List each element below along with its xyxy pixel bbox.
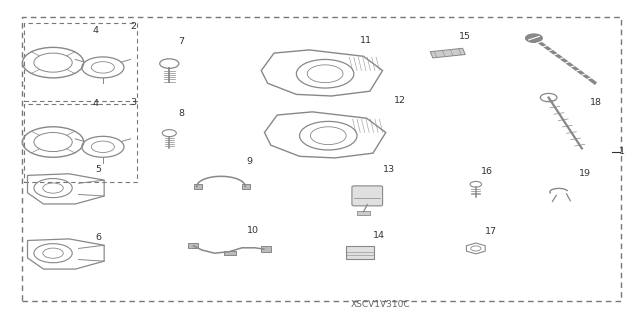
Polygon shape (430, 48, 465, 58)
Text: 14: 14 (373, 231, 385, 240)
Text: 1: 1 (619, 147, 625, 156)
Text: 13: 13 (383, 165, 395, 174)
Text: 2: 2 (131, 22, 136, 31)
FancyBboxPatch shape (352, 186, 383, 206)
Text: 12: 12 (394, 96, 406, 105)
FancyBboxPatch shape (188, 243, 198, 249)
FancyBboxPatch shape (357, 211, 370, 215)
Text: 5: 5 (95, 165, 101, 174)
Text: 9: 9 (246, 157, 253, 166)
Text: 11: 11 (360, 36, 372, 45)
Text: 17: 17 (484, 227, 497, 236)
FancyBboxPatch shape (224, 251, 236, 256)
FancyBboxPatch shape (194, 184, 202, 189)
Text: 6: 6 (95, 233, 101, 242)
Text: 8: 8 (178, 109, 184, 118)
Text: 10: 10 (246, 226, 259, 234)
Text: XSCV1V310C: XSCV1V310C (351, 300, 410, 309)
FancyBboxPatch shape (261, 246, 271, 252)
FancyBboxPatch shape (346, 246, 374, 259)
Text: 4: 4 (92, 26, 98, 35)
Text: 16: 16 (481, 167, 493, 176)
Text: 19: 19 (579, 169, 591, 178)
Text: 4: 4 (92, 100, 98, 108)
Text: 18: 18 (589, 99, 602, 108)
Text: 3: 3 (131, 98, 136, 107)
Bar (22, 17, 621, 301)
Text: 15: 15 (460, 32, 471, 41)
Bar (24, 23, 138, 101)
Bar (24, 104, 138, 182)
Text: 7: 7 (178, 38, 184, 47)
Circle shape (525, 34, 542, 42)
FancyBboxPatch shape (242, 184, 250, 189)
